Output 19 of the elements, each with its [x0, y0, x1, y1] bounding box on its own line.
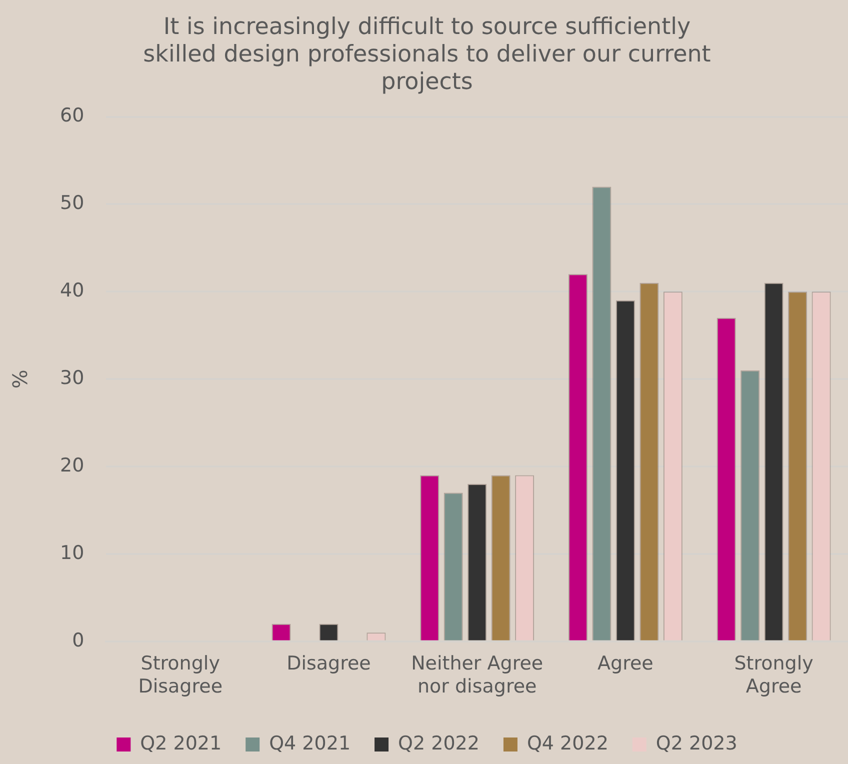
legend-label: Q4 2022	[526, 732, 608, 754]
y-tick-label: 40	[60, 280, 84, 302]
y-tick-label: 50	[60, 192, 84, 214]
legend-label: Q4 2021	[269, 732, 351, 754]
x-tick-label: Agree	[598, 652, 654, 675]
legend-label: Q2 2021	[140, 732, 222, 754]
y-tick-label: 20	[60, 454, 84, 476]
x-tick-label: Disagree	[286, 652, 371, 675]
x-tick-label: Strongly Agree	[734, 652, 814, 698]
legend-label: Q2 2023	[656, 732, 738, 754]
y-tick-label: 10	[60, 542, 84, 564]
y-tick-label: 60	[60, 104, 84, 127]
x-tick-label: Strongly Disagree	[138, 652, 223, 698]
y-tick-label: 0	[72, 629, 84, 652]
x-tick-label: Neither Agree nor disagree	[411, 652, 544, 698]
y-tick-label: 30	[60, 367, 84, 390]
chart-title: It is increasingly difficult to source sufficiently skilled design professionals to deliver our current projects	[143, 14, 711, 95]
y-axis-title: %	[8, 370, 32, 389]
legend-label: Q2 2022	[398, 732, 480, 754]
